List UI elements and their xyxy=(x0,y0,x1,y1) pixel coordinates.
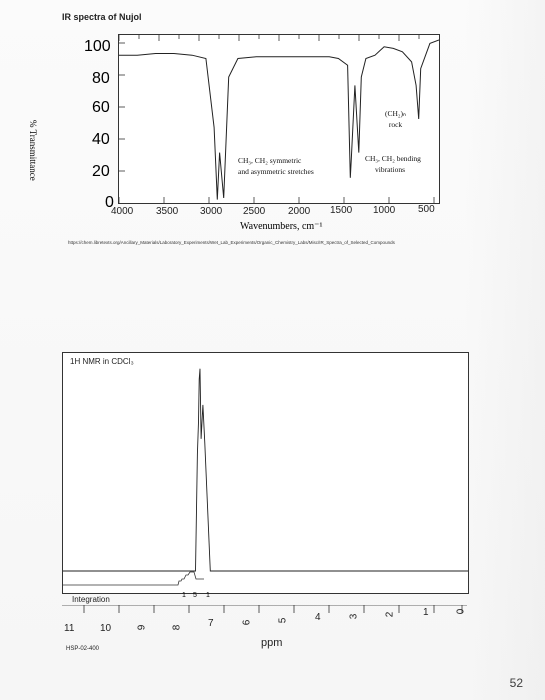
nmr-title: 1H NMR in CDCl₃ xyxy=(70,357,134,366)
nmr-xtick-3: 3 xyxy=(348,613,360,620)
page-number: 52 xyxy=(509,676,523,690)
ir-xlabel: Wavenumbers, cm⁻¹ xyxy=(240,221,323,232)
ir-source-url: https://chem.libretexts.org/Ancillary_Ma… xyxy=(68,240,395,245)
nmr-integration-curve xyxy=(63,571,204,586)
ir-ytick-20: 20 xyxy=(92,163,110,180)
nmr-xtick-2: 2 xyxy=(384,611,396,618)
nmr-xtick-11: 11 xyxy=(64,623,75,634)
ir-ytick-60: 60 xyxy=(92,99,110,116)
nmr-spectrum-svg xyxy=(63,368,468,586)
ir-ylabel: % Transmittance xyxy=(28,120,38,181)
ir-ytick-40: 40 xyxy=(92,131,110,148)
ir-left-ticks xyxy=(119,42,125,172)
ir-annotation-rock-line1: (CH₂)ₙ xyxy=(385,109,407,118)
nmr-xtick-6: 6 xyxy=(241,619,253,626)
ir-bottom-ticks xyxy=(118,197,435,203)
nmr-xtick-1: 1 xyxy=(423,607,429,618)
nmr-xtick-10: 10 xyxy=(100,623,112,634)
ir-ytick-80: 80 xyxy=(92,70,110,87)
ir-title: IR spectra of Nujol xyxy=(62,12,142,22)
nmr-spectrum-line xyxy=(63,368,468,572)
nmr-integration-label: Integration xyxy=(72,595,110,604)
nmr-xtick-4: 4 xyxy=(315,612,321,623)
ir-xtick-500: 500 xyxy=(418,204,435,215)
nmr-axis-ticks xyxy=(62,605,467,613)
ir-xtick-3000: 3000 xyxy=(200,206,223,217)
ir-xtick-2500: 2500 xyxy=(243,206,266,217)
ir-annotation-rock-line2: rock xyxy=(388,120,403,129)
ir-annotation-stretch-line1: CH₃, CH₂ symmetric xyxy=(238,156,302,165)
ir-annotation-bending: CH₃, CH₂ bending vibrations xyxy=(365,153,421,175)
ir-xtick-3500: 3500 xyxy=(156,206,179,217)
nmr-footer-code: HSP-02-400 xyxy=(66,646,100,652)
ir-xtick-1000: 1000 xyxy=(373,205,396,216)
ir-spectrum-line xyxy=(119,39,440,200)
ir-ytick-0: 0 xyxy=(105,194,114,211)
ir-annotation-bending-line2: vibrations xyxy=(375,165,405,174)
nmr-xtick-0: 0 xyxy=(455,608,467,615)
nmr-integration-value: 5 xyxy=(193,592,197,599)
ir-annotation-rock: (CH₂)ₙ rock xyxy=(385,108,406,130)
ir-plot-area xyxy=(118,34,440,204)
ir-xtick-4000: 4000 xyxy=(111,206,134,217)
nmr-integration-value: 1 xyxy=(206,592,210,599)
ir-annotation-stretch: CH₃, CH₂ symmetric and asymmetric stretc… xyxy=(238,155,314,177)
nmr-xtick-9: 9 xyxy=(136,624,148,631)
ir-ytick-100: 100 xyxy=(84,38,111,55)
nmr-xtick-8: 8 xyxy=(171,624,183,631)
ir-annotation-bending-line1: CH₃, CH₂ bending xyxy=(365,154,421,163)
ir-annotation-stretch-line2: and asymmetric stretches xyxy=(238,167,314,176)
nmr-xtick-7: 7 xyxy=(208,618,214,629)
ir-spectrum-svg xyxy=(118,35,440,203)
nmr-integration-value: 1 xyxy=(182,592,186,599)
nmr-xtick-5: 5 xyxy=(277,617,289,624)
ir-top-ticks xyxy=(118,35,420,41)
nmr-plot-area xyxy=(62,352,469,594)
nmr-xlabel: ppm xyxy=(261,637,283,649)
ir-xtick-2000: 2000 xyxy=(288,206,311,217)
ir-xtick-1500: 1500 xyxy=(330,205,353,216)
